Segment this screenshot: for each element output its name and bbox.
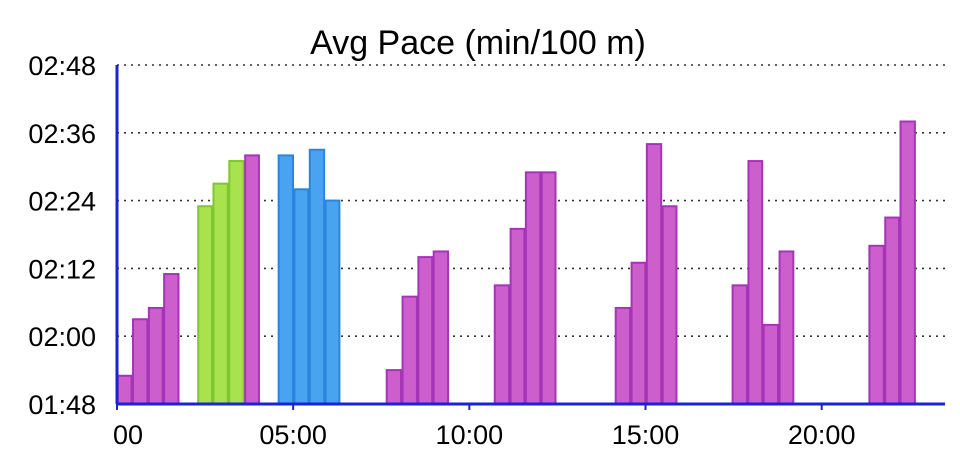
pace-bar (293, 188, 310, 405)
pace-bar (747, 160, 764, 405)
pace-bar (524, 171, 542, 405)
pace-bar (132, 318, 149, 405)
pace-bar (778, 250, 795, 405)
pace-bar (731, 284, 748, 406)
pace-bar (385, 369, 403, 406)
pace-bar (899, 120, 916, 405)
x-tick-label: 15:00 (612, 420, 680, 450)
y-tick-label: 02:48 (28, 51, 96, 81)
pace-bar (324, 199, 341, 405)
bars (116, 120, 916, 406)
pace-bar (868, 244, 885, 405)
pace-bar (509, 227, 526, 405)
pace-bar (661, 205, 678, 405)
pace-bar (277, 154, 295, 405)
x-tick-label: 05:00 (259, 420, 327, 450)
pace-bar (212, 182, 229, 405)
pace-bar (147, 306, 164, 406)
y-tick-label: 01:48 (28, 390, 96, 420)
x-tick-label: 20:00 (788, 420, 856, 450)
pace-bar (244, 154, 260, 405)
pace-bar (762, 323, 780, 405)
pace-bar (163, 273, 180, 405)
pace-bar (630, 261, 647, 405)
pace-bar (116, 374, 133, 405)
pace-bar (308, 148, 326, 405)
y-tick-label: 02:36 (28, 119, 96, 149)
pace-bar (417, 256, 434, 405)
pace-bar (614, 306, 632, 406)
y-tick-labels: 01:48 02:00 02:12 02:24 02:36 02:48 (28, 51, 96, 420)
axes (115, 65, 945, 410)
x-tick-label: 00 (113, 420, 143, 450)
pace-bar (493, 284, 511, 406)
y-tick-label: 02:00 (28, 322, 96, 352)
pace-bar (228, 160, 245, 405)
pace-bar (432, 250, 450, 405)
pace-bar (645, 143, 663, 405)
x-tick-labels: 00 05:00 10:00 15:00 20:00 (113, 420, 855, 450)
chart-title: Avg Pace (min/100 m) (310, 24, 646, 62)
y-tick-label: 02:12 (28, 254, 96, 284)
pace-bar (884, 216, 901, 405)
y-tick-label: 02:24 (28, 187, 96, 217)
pace-bar (540, 171, 557, 405)
pace-bar (401, 295, 418, 405)
pace-bar (197, 205, 213, 405)
x-tick-label: 10:00 (436, 420, 504, 450)
